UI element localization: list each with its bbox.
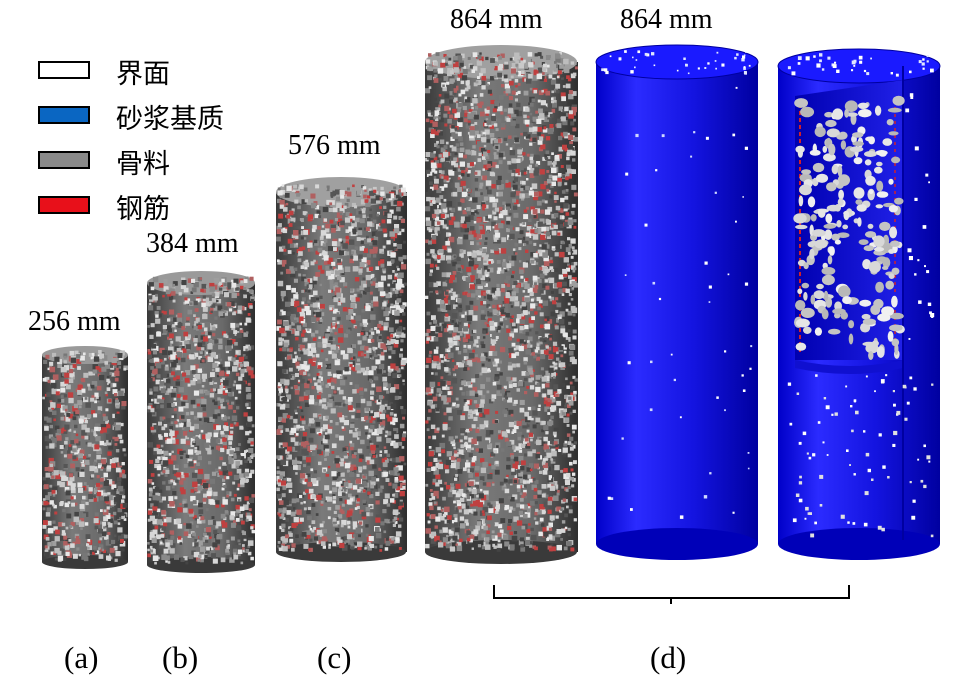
size-label-c: 576 mm — [288, 130, 381, 161]
legend-label-mortar-matrix: 砂浆基质 — [116, 104, 224, 135]
aggregate-swatch — [38, 151, 90, 169]
specimen-b-texture — [147, 276, 255, 565]
specimen-d-aggregate-cylinder — [425, 45, 578, 564]
specimen-c-cylinder — [276, 177, 407, 562]
mortar-matrix-swatch — [38, 106, 90, 124]
panel-d-bracket — [493, 585, 850, 604]
specimen-d-matrix-cylinder — [595, 44, 759, 560]
legend-label-interface: 界面 — [116, 59, 170, 90]
size-label-a: 256 mm — [28, 306, 121, 337]
panel-label-b: (b) — [162, 640, 199, 675]
size-label-d-right: 864 mm — [620, 4, 713, 35]
matrix-interface-dots — [601, 50, 753, 519]
cutaway-aggregate-particles — [793, 95, 905, 360]
specimen-a-texture — [42, 350, 128, 562]
panel-label-d: (d) — [650, 640, 687, 675]
legend-label-rebar: 钢筋 — [116, 194, 170, 225]
specimen-b-cylinder — [147, 271, 255, 573]
panel-label-a: (a) — [64, 640, 99, 675]
panel-label-c: (c) — [317, 640, 352, 675]
size-label-d-left: 864 mm — [450, 4, 543, 35]
specimen-a-cylinder — [42, 346, 128, 569]
rebar-swatch — [38, 196, 90, 214]
specimen-d-cutaway-cylinder — [777, 48, 941, 560]
specimen-d-texture — [425, 52, 578, 552]
size-label-b: 384 mm — [146, 228, 239, 259]
legend-label-aggregate: 骨料 — [116, 149, 170, 180]
specimen-c-texture — [276, 184, 407, 552]
cutaway-interface-dots — [787, 53, 935, 538]
interface-swatch — [38, 61, 90, 79]
